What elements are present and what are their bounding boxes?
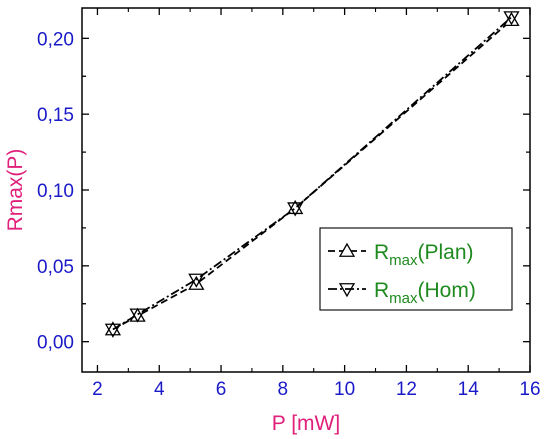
legend-box: [319, 227, 513, 311]
x-tick-label: 10: [334, 379, 355, 400]
legend-entry-1: Rmax(Plan): [328, 241, 474, 269]
data-point: [503, 11, 520, 26]
legend-entry-2: Rmax(Hom): [328, 279, 476, 307]
data-point: [287, 202, 304, 217]
y-tick-label: 0,05: [37, 257, 74, 278]
x-tick-label: 2: [92, 379, 103, 400]
y-tick-label: 0,20: [37, 29, 74, 50]
data-point: [104, 323, 122, 338]
y-tick-label: 0,15: [37, 105, 74, 126]
x-axis-title: P [mW]: [272, 412, 340, 435]
data-point: [287, 199, 304, 215]
data-point: [129, 308, 146, 323]
legend-label: Rmax(Hom): [374, 279, 476, 307]
x-tick-label: 8: [278, 379, 289, 400]
y-axis-title: Rmax(P): [4, 149, 27, 232]
x-tick-label: 12: [396, 379, 417, 400]
x-tick-label: 14: [458, 379, 480, 400]
x-tick-label: 4: [154, 379, 165, 400]
data-point: [188, 275, 205, 290]
legend-label: Rmax(Plan): [374, 241, 474, 269]
legend-marker: [338, 283, 356, 298]
series-2: [104, 11, 520, 338]
data-point: [188, 273, 205, 288]
y-tick-label: 0,00: [37, 333, 74, 354]
axis-ticks: 2 4 6 8 10 12 14 16 0,00 0,05 0,10 0,15 0,20: [37, 8, 541, 400]
legend-marker: [338, 242, 356, 257]
x-tick-label: 16: [519, 379, 540, 400]
y-tick-label: 0,10: [37, 181, 74, 202]
x-tick-label: 6: [216, 379, 227, 400]
legend: Rmax(Plan) Rmax(Hom): [319, 227, 513, 311]
series-layer: [104, 11, 520, 338]
series-line: [112, 16, 513, 331]
